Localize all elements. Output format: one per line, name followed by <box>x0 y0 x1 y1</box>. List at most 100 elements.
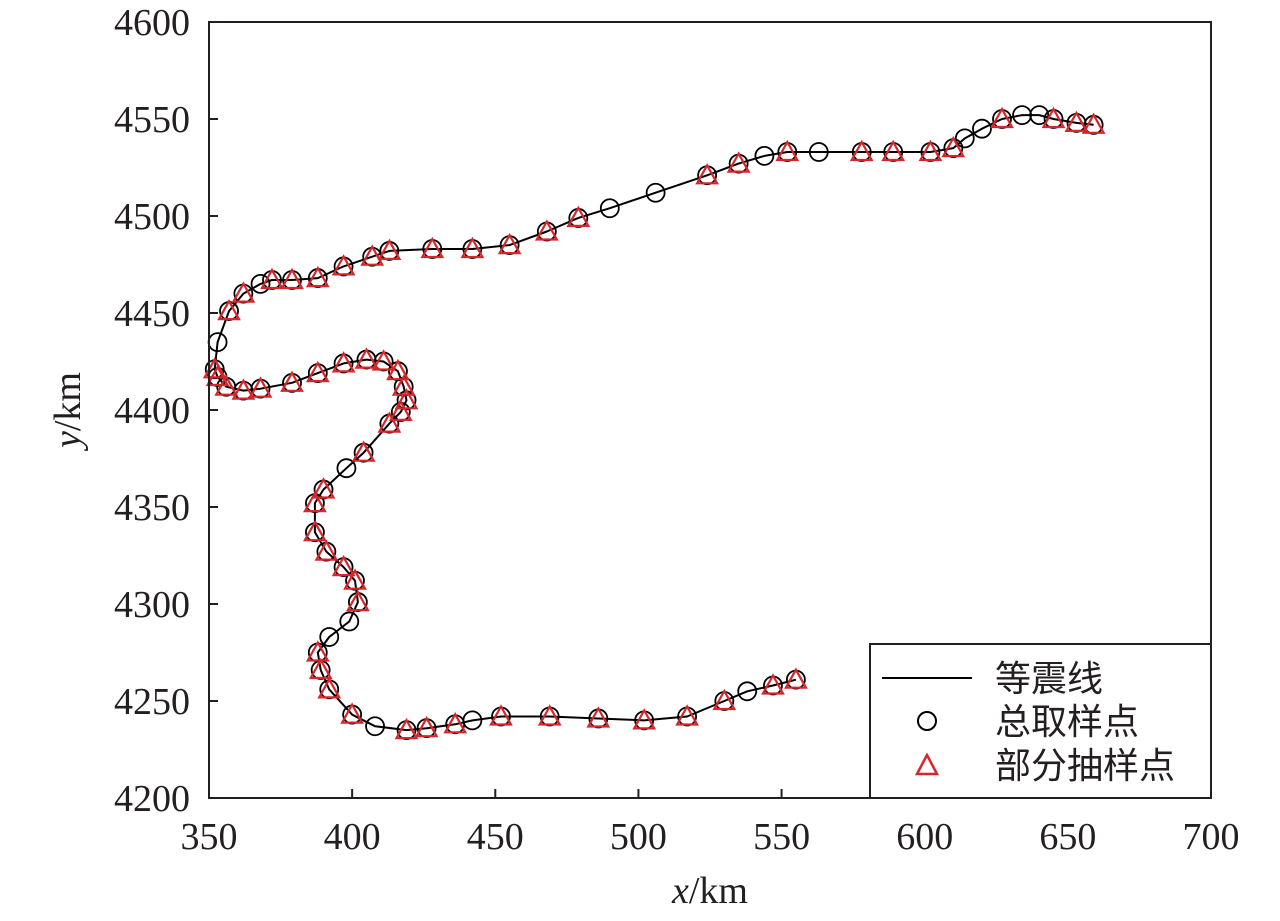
x-tick-label: 650 <box>1039 816 1096 858</box>
subsample-point-triangle <box>775 139 800 162</box>
y-axis-variable: y <box>47 431 89 452</box>
x-tick-label: 500 <box>610 816 667 858</box>
legend-box <box>869 643 1212 799</box>
subsample-point-triangle <box>941 135 966 158</box>
subsample-point-triangle <box>784 667 808 689</box>
subsample-point-triangle <box>351 440 376 462</box>
x-tick-label: 350 <box>181 816 238 858</box>
subsample-point-triangle <box>918 139 943 162</box>
subsample-point-triangle <box>231 378 256 400</box>
x-axis-variable: x <box>671 870 689 912</box>
sample-point-circle <box>336 458 357 479</box>
subsample-point-triangle <box>849 139 874 162</box>
subsample-point-triangle <box>881 139 906 162</box>
subsample-point-triangle <box>305 640 330 662</box>
subsample-point-triangle <box>248 376 273 398</box>
subsample-point-triangle <box>280 370 304 392</box>
subsample-point-triangle <box>632 708 657 730</box>
sample-point-circle <box>1029 105 1050 126</box>
sample-point-circle <box>954 128 975 149</box>
subsample-point-triangle <box>343 568 367 590</box>
subsample-point-triangle <box>1081 112 1106 134</box>
subsample-point-triangle <box>394 388 419 410</box>
y-tick-label: 4400 <box>114 390 190 432</box>
subsample-point-triangle <box>205 364 230 387</box>
subsample-point-triangle <box>371 349 396 371</box>
subsample-point-triangle <box>303 490 327 513</box>
subsample-point-triangle <box>303 519 327 542</box>
subsample-point-triangle <box>586 706 611 728</box>
subsample-point-triangle <box>566 205 591 227</box>
x-tick-label: 550 <box>753 816 810 858</box>
axis-ticks: 350 400 450 500 550 600 650 700 4200 4250 4300 4350… <box>114 2 1240 858</box>
subsample-point-triangle <box>314 539 339 561</box>
plot-layer <box>202 105 1106 740</box>
subsample-point-triangle <box>280 267 304 290</box>
sample-point-circle <box>645 182 666 203</box>
sample-point-circle <box>365 716 385 737</box>
sample-point-circle <box>250 273 271 294</box>
subsample-point-triangle <box>489 704 513 726</box>
subsample-point-triangle <box>420 236 445 259</box>
subsample-point-triangle <box>726 151 751 173</box>
sample-point-circle <box>737 681 758 702</box>
subsample-point-triangle <box>1064 110 1089 132</box>
subsample-point-triangle <box>331 554 356 577</box>
sample-point-circle <box>808 142 829 162</box>
subsample-point-triangle <box>217 298 241 321</box>
legend-label-line: 等震线 <box>995 659 1103 700</box>
y-tick-label: 4250 <box>114 681 190 723</box>
subsample-point-triangle <box>331 351 356 373</box>
subsample-point-triangle <box>695 163 719 185</box>
subsample-point-triangle <box>537 704 562 726</box>
legend: 等震线 总取样点 部分抽样点 <box>869 643 1212 799</box>
y-axis-unit: /km <box>47 372 89 431</box>
subsample-point-triangle <box>260 267 284 290</box>
subsample-point-triangle <box>394 717 419 740</box>
sample-point-circle <box>972 118 992 139</box>
legend-triangle-marker <box>914 752 940 776</box>
legend-label-triangle: 部分抽样点 <box>995 746 1175 787</box>
x-tick-label: 600 <box>896 816 953 858</box>
subsample-point-triangle <box>443 712 468 734</box>
subsample-point-triangle <box>346 589 370 612</box>
subsample-point-triangle <box>311 477 336 499</box>
x-tick-label: 400 <box>324 816 381 858</box>
subsample-point-triangle <box>497 232 522 255</box>
subsample-point-triangle <box>305 265 330 288</box>
legend-label-circle: 总取样点 <box>995 702 1139 743</box>
x-axis-label: x/km <box>671 870 748 912</box>
subsample-point-triangle <box>388 399 413 421</box>
subsample-point-triangle <box>391 374 416 396</box>
subsample-point-triangle <box>231 281 256 303</box>
sample-point-circle <box>339 611 360 632</box>
sample-point-circle <box>599 198 620 219</box>
subsample-point-triangle <box>460 236 485 259</box>
subsample-point-triangle <box>990 106 1014 129</box>
subsample-point-triangle <box>354 347 379 369</box>
subsample-point-triangle <box>331 254 356 276</box>
y-tick-label: 4450 <box>114 293 190 335</box>
x-tick-label: 700 <box>1183 816 1240 858</box>
legend-circle-marker <box>917 711 937 731</box>
y-tick-label: 4500 <box>114 196 190 238</box>
y-tick-label: 4600 <box>114 2 190 44</box>
y-tick-label: 4550 <box>114 99 190 141</box>
y-axis-label: y/km <box>47 372 89 452</box>
subsample-point-triangle <box>712 688 737 711</box>
subsample-point-triangle <box>1041 106 1066 129</box>
subsample-point-triangle <box>675 704 699 726</box>
isoseismal-line <box>213 114 1094 732</box>
sample-point-circle <box>319 627 340 647</box>
y-tick-label: 4350 <box>114 487 190 529</box>
y-tick-label: 4300 <box>114 584 190 626</box>
subsample-point-triangle <box>340 702 364 724</box>
x-axis-unit: /km <box>689 870 748 912</box>
subsample-point-triangle <box>305 360 330 383</box>
subsample-point-triangle <box>377 238 402 260</box>
subsample-point-triangle <box>761 673 785 695</box>
x-tick-label: 450 <box>467 816 524 858</box>
subsample-point-triangle <box>377 411 402 433</box>
sample-point-circle <box>754 145 775 166</box>
subsample-point-triangle <box>317 677 342 699</box>
